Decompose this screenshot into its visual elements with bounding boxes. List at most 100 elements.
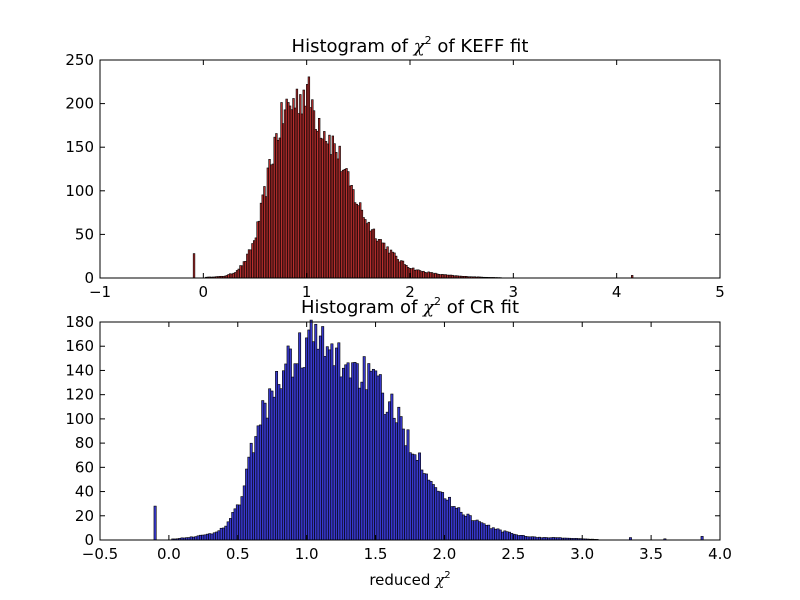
x-tick-label: 1.5	[364, 545, 388, 563]
histogram-bar	[332, 365, 336, 541]
histogram-bar	[381, 392, 385, 541]
histogram-bar	[314, 323, 318, 541]
histogram-bar	[406, 429, 410, 541]
histogram-bar	[279, 388, 283, 541]
histogram-bar	[436, 490, 440, 541]
histogram-bar	[404, 445, 408, 541]
histogram-bar	[300, 367, 304, 541]
histogram-bar	[210, 533, 214, 541]
x-tick-label: 3.0	[570, 545, 594, 563]
histogram-bar	[309, 319, 313, 541]
histogram-bar	[501, 531, 505, 541]
histogram-bar	[249, 442, 253, 541]
histogram-bar	[235, 504, 239, 541]
histogram-bar	[524, 536, 528, 541]
histogram-bar	[503, 530, 507, 541]
histogram-bar	[480, 522, 484, 541]
histogram-bar	[454, 507, 458, 541]
y-tick-label: 250	[65, 51, 94, 69]
x-tick-label: 1.0	[295, 545, 319, 563]
histogram-bar	[355, 363, 359, 541]
histogram-bar	[275, 371, 279, 541]
histogram-bar	[434, 487, 438, 541]
histogram-bar	[427, 479, 431, 541]
histogram-bar	[201, 534, 205, 541]
histogram-bar	[325, 346, 329, 541]
histogram-bar	[399, 416, 403, 541]
histogram-bar	[496, 528, 500, 541]
histogram-bar	[392, 417, 396, 541]
histogram-bar	[307, 329, 311, 541]
histogram-bar	[219, 527, 223, 541]
histogram-bar	[339, 376, 343, 541]
histogram-bar	[293, 363, 297, 541]
histogram-bar	[371, 368, 375, 541]
histogram-bar	[265, 417, 269, 541]
histogram-bar	[282, 370, 285, 541]
histogram-bar	[284, 363, 288, 541]
histogram-bar	[286, 345, 290, 541]
histogram-bar	[226, 521, 230, 541]
histogram-bar	[196, 535, 200, 541]
x-tick-label: 2.5	[501, 545, 525, 563]
histogram-bar	[208, 533, 212, 541]
keff-plot-title: Histogram of χ2 of KEFF fit	[292, 34, 529, 57]
histogram-bar	[242, 485, 246, 541]
histogram-outlier-bar	[192, 253, 196, 279]
histogram-bar	[367, 363, 371, 541]
histogram-bar	[254, 436, 258, 541]
histogram-bar	[318, 335, 322, 541]
histogram-bar	[268, 388, 272, 541]
histogram-bar	[390, 393, 394, 541]
histogram-bar	[408, 452, 412, 541]
y-tick-label: 80	[75, 434, 94, 452]
histogram-bar	[484, 525, 488, 541]
y-tick-label: 200	[65, 95, 94, 113]
histogram-bar	[441, 492, 445, 541]
histogram-outlier-bar	[153, 505, 157, 541]
histogram-bar	[330, 343, 334, 541]
histogram-bar	[482, 523, 486, 541]
histogram-bar	[258, 424, 262, 541]
histogram-bar	[459, 511, 463, 541]
histogram-bar	[335, 347, 338, 541]
histogram-bar	[305, 337, 308, 541]
y-tick-label: 120	[65, 386, 94, 404]
histogram-bar	[224, 525, 228, 541]
histogram-bar	[277, 384, 281, 541]
histogram-bar	[348, 377, 352, 541]
histogram-bar	[369, 370, 373, 541]
histogram-bar	[291, 376, 295, 541]
histogram-bar	[466, 513, 470, 541]
histogram-bar	[475, 519, 479, 541]
histogram-bar	[508, 531, 511, 541]
histogram-bar	[194, 536, 198, 541]
x-tick-label: 3.5	[639, 545, 663, 563]
cr-plot-title: Histogram of χ2 of CR fit	[301, 295, 519, 318]
histogram-bar	[323, 356, 327, 541]
histogram-bar	[413, 454, 417, 541]
histogram-bar	[203, 534, 207, 541]
histogram-bar	[401, 428, 405, 541]
histogram-bar	[429, 481, 433, 541]
histogram-bar	[448, 496, 451, 541]
cr-axis-ticks: −0.5 0.0 0.5 1.0 1.5 2.0 2.5 3.0 3.5 4.0 0 20 40 60 80…	[65, 313, 732, 563]
histogram-bar	[397, 406, 401, 541]
histogram-bar	[360, 381, 364, 541]
x-tick-label: −1	[89, 283, 111, 301]
y-tick-label: 160	[65, 337, 94, 355]
histogram-bar	[263, 402, 267, 541]
histogram-bar	[261, 400, 265, 541]
histogram-bar	[415, 460, 419, 541]
histogram-bar	[385, 411, 389, 541]
y-tick-label: 60	[75, 458, 94, 476]
histogram-bar	[438, 491, 442, 541]
histogram-bar	[222, 527, 225, 541]
y-tick-label: 0	[84, 531, 94, 549]
histogram-bar	[450, 506, 454, 541]
keff-axes-frame	[99, 59, 721, 279]
histogram-bar	[374, 370, 378, 541]
y-tick-label: 0	[84, 269, 94, 287]
